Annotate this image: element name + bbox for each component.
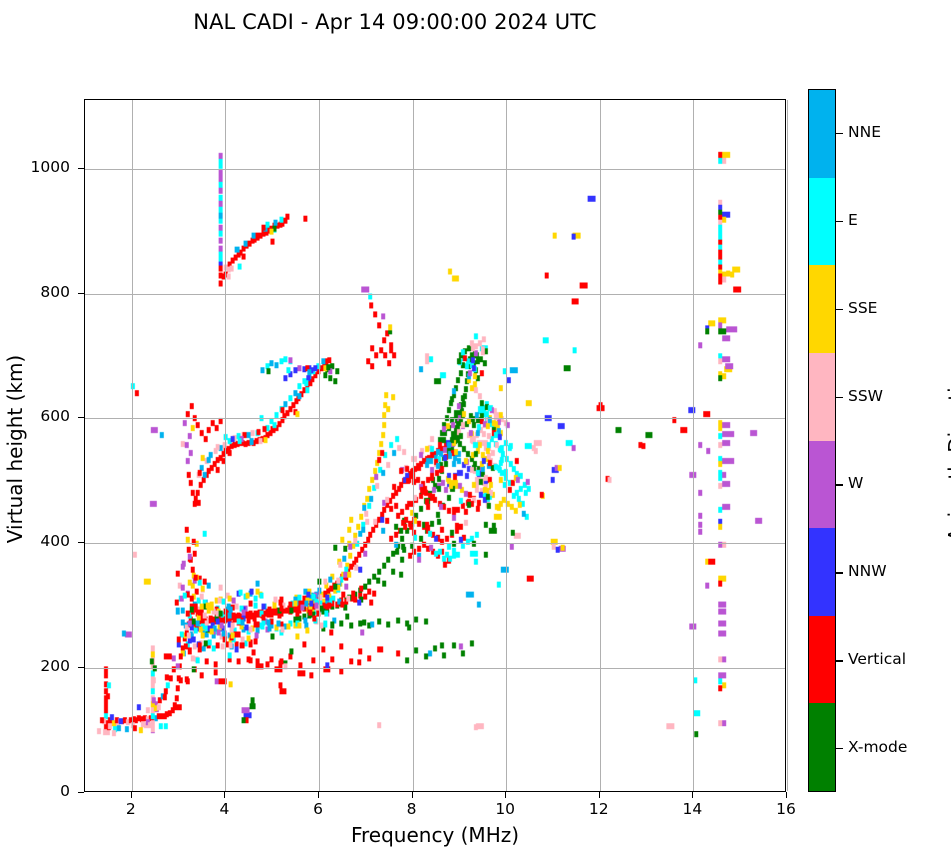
colorbar-title: Azimuth Direction	[944, 362, 951, 542]
colorbar-segment-e	[809, 177, 835, 266]
colorbar-segment-nnw	[809, 528, 835, 616]
colorbar-tick	[836, 572, 843, 574]
x-axis-tick-label: 4	[219, 800, 230, 818]
ionogram-scatter-canvas	[85, 100, 785, 791]
x-axis-tick	[411, 792, 413, 798]
y-axis-tick	[78, 542, 84, 544]
y-axis-tick-label: 400	[40, 532, 70, 551]
y-axis-tick	[78, 167, 84, 169]
colorbar-label-ssw: SSW	[848, 386, 884, 405]
y-axis-tick-label: 600	[40, 407, 70, 426]
y-axis-label: Virtual height (km)	[3, 354, 27, 544]
plot-area	[84, 99, 788, 792]
x-axis-tick-label: 8	[406, 800, 417, 818]
colorbar-label-w: W	[848, 474, 864, 493]
colorbar-segment-w	[809, 440, 835, 529]
gridline-vertical	[131, 100, 133, 791]
x-axis-tick	[130, 792, 132, 798]
gridline-vertical	[787, 100, 788, 791]
x-axis-tick-label: 6	[313, 800, 323, 818]
colorbar-tick	[836, 748, 843, 750]
y-axis-tick-label: 0	[60, 782, 70, 800]
colorbar-tick	[836, 308, 843, 311]
gridline-vertical	[319, 100, 320, 791]
gridline-vertical	[693, 100, 695, 791]
colorbar-label-sse: SSE	[848, 298, 878, 317]
colorbar	[808, 89, 836, 792]
colorbar-label-e: E	[848, 210, 858, 229]
gridline-vertical	[599, 100, 601, 791]
x-axis-tick	[692, 792, 694, 798]
y-axis-tick	[78, 292, 84, 294]
colorbar-label-nnw: NNW	[848, 562, 887, 581]
x-axis-tick-label: 14	[682, 800, 703, 818]
y-axis-tick	[78, 417, 84, 419]
y-axis-tick	[78, 792, 84, 793]
x-axis-tick-label: 2	[125, 800, 136, 818]
colorbar-tick	[836, 132, 843, 135]
colorbar-segment-sse	[809, 265, 835, 353]
y-axis-tick-label: 200	[40, 657, 70, 676]
colorbar-tick	[836, 220, 843, 223]
colorbar-label-nne: NNE	[848, 122, 881, 141]
colorbar-segment-ssw	[809, 352, 835, 441]
y-axis-tick-label: 1000	[30, 157, 70, 176]
x-axis-tick-label: 10	[495, 800, 516, 818]
colorbar-segment-nne	[809, 90, 835, 178]
gridline-horizontal	[85, 668, 785, 670]
colorbar-segment-x-mode	[809, 703, 835, 791]
gridline-horizontal	[85, 168, 785, 170]
colorbar-label-vertical: Vertical	[848, 650, 907, 669]
x-axis-tick	[224, 792, 226, 798]
colorbar-label-x-mode: X-mode	[848, 738, 908, 757]
x-axis-tick-label: 16	[776, 800, 796, 818]
colorbar-tick	[836, 396, 843, 398]
x-axis-tick-label: 12	[588, 800, 609, 818]
x-axis-tick	[505, 792, 507, 798]
gridline-vertical	[225, 100, 227, 791]
colorbar-tick	[836, 484, 843, 486]
x-axis-tick	[598, 792, 600, 798]
colorbar-segment-vertical	[809, 615, 835, 704]
x-axis-label: Frequency (MHz)	[350, 823, 520, 847]
y-axis-tick-label: 800	[40, 282, 70, 301]
gridline-vertical	[412, 100, 414, 791]
gridline-horizontal	[85, 543, 785, 545]
y-axis-tick	[78, 667, 84, 669]
gridline-vertical	[506, 100, 508, 791]
colorbar-tick	[836, 660, 843, 662]
gridline-horizontal	[85, 418, 785, 420]
x-axis-tick	[318, 792, 319, 798]
x-axis-tick	[786, 792, 787, 798]
gridline-horizontal	[85, 293, 785, 295]
page-title: NAL CADI - Apr 14 09:00:00 2024 UTC	[193, 10, 597, 34]
